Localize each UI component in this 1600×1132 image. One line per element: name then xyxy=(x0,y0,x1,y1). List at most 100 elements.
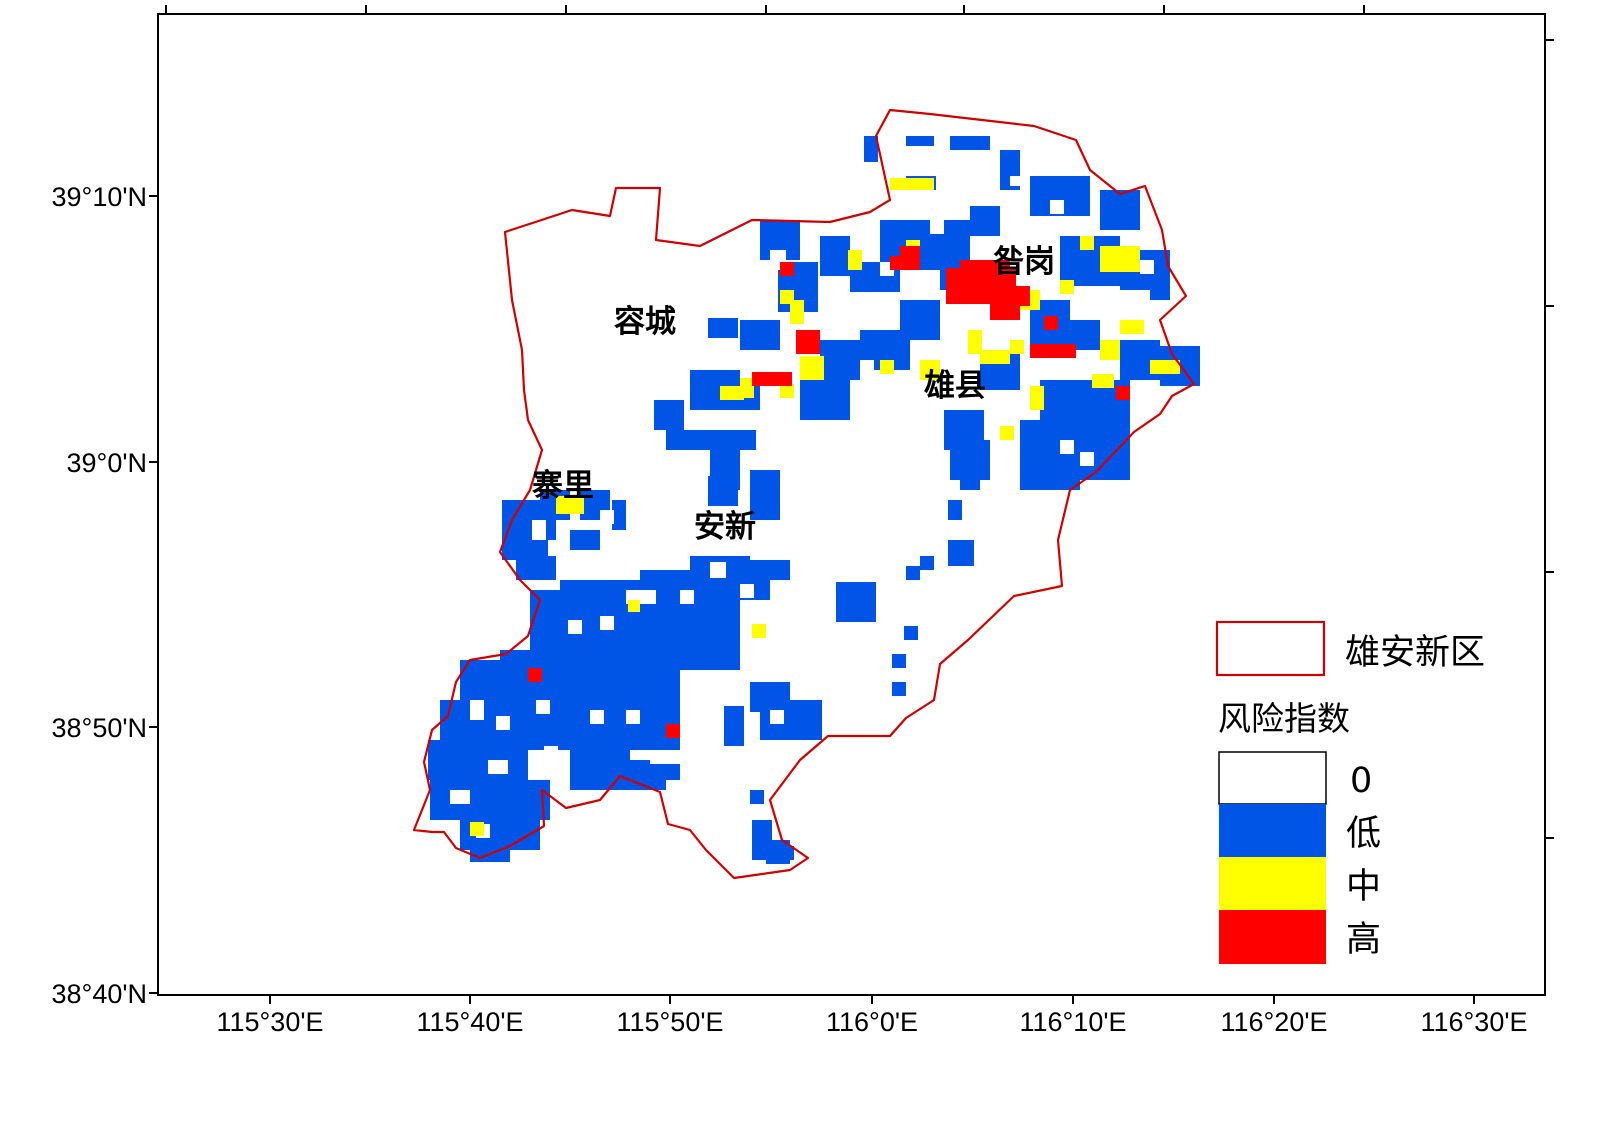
risk-cell xyxy=(430,780,550,820)
y-tick-label: 39°10'N xyxy=(51,182,147,212)
risk-cell xyxy=(496,716,510,730)
y-axis-right-ticks xyxy=(1545,39,1554,839)
risk-cell xyxy=(1044,316,1058,330)
y-tick-label: 38°40'N xyxy=(51,979,147,1009)
risk-cell xyxy=(740,584,754,598)
legend-title: 风险指数 xyxy=(1218,699,1350,738)
risk-cell xyxy=(836,582,876,622)
risk-cell xyxy=(740,560,790,580)
x-tick-label: 115°30'E xyxy=(216,1007,323,1037)
risk-cell xyxy=(906,136,934,146)
risk-cell xyxy=(626,780,666,790)
risk-cell xyxy=(800,380,850,420)
risk-cell xyxy=(1060,280,1074,294)
risk-cell xyxy=(528,668,542,682)
risk-cell xyxy=(750,470,780,520)
risk-cell xyxy=(532,520,546,540)
risk-cell xyxy=(1116,386,1130,400)
risk-cell xyxy=(470,700,484,720)
risk-cell xyxy=(864,136,878,162)
legend-swatch-mid xyxy=(1219,857,1326,910)
risk-cell xyxy=(736,356,750,370)
risk-cell xyxy=(654,400,684,430)
risk-cell xyxy=(600,616,614,630)
risk-cell xyxy=(1100,246,1140,272)
y-axis: 39°10'N 39°0'N 38°50'N 38°40'N xyxy=(51,182,158,1009)
risk-cell xyxy=(920,556,934,570)
town-label-rongcheng: 容城 xyxy=(614,304,676,340)
risk-cell xyxy=(1090,410,1130,460)
town-label-xiongxian: 雄县 xyxy=(924,368,986,404)
risk-cell xyxy=(708,476,738,506)
risk-cell xyxy=(750,790,764,804)
legend-label-low: 低 xyxy=(1346,814,1381,854)
risk-cell xyxy=(906,566,920,580)
risk-cell xyxy=(904,626,918,640)
xiongan-boundary xyxy=(412,108,1196,880)
risk-cell xyxy=(960,260,1010,276)
risk-cell xyxy=(950,136,990,150)
risk-cell xyxy=(628,600,640,612)
legend-label-high: 高 xyxy=(1346,920,1381,960)
risk-cell xyxy=(790,300,804,324)
risk-cell xyxy=(1010,176,1030,186)
risk-cell xyxy=(960,150,980,170)
risk-cell xyxy=(752,372,792,386)
risk-cell xyxy=(800,356,824,380)
risk-cell xyxy=(488,760,508,774)
risk-cell xyxy=(1000,426,1014,440)
legend-label-zero: 0 xyxy=(1350,761,1372,801)
risk-cell xyxy=(820,236,850,276)
risk-cell xyxy=(860,360,874,374)
risk-cell xyxy=(1120,320,1144,334)
risk-cell xyxy=(710,562,726,578)
risk-cell xyxy=(740,320,780,350)
x-axis: 115°30'E 115°40'E 115°50'E 116°0'E 116°1… xyxy=(216,995,1528,1037)
risk-cell xyxy=(1100,190,1140,230)
risk-cell xyxy=(780,846,794,860)
legend-swatch-high xyxy=(1219,910,1326,964)
risk-cell xyxy=(836,300,856,320)
risk-cell xyxy=(650,750,680,764)
risk-cell xyxy=(1050,200,1064,214)
risk-cell xyxy=(1030,386,1044,410)
risk-cell xyxy=(556,496,584,514)
risk-cell xyxy=(1140,260,1154,274)
risk-cell xyxy=(948,500,962,520)
legend-boundary-swatch xyxy=(1215,620,1326,677)
risk-cell xyxy=(770,710,784,724)
risk-cell xyxy=(568,620,582,634)
risk-cell xyxy=(920,360,940,380)
legend-swatch-low xyxy=(1219,804,1326,857)
town-label-zangang: 昝岗 xyxy=(993,244,1055,280)
legend-boundary-label: 雄安新区 xyxy=(1345,633,1485,673)
risk-cell xyxy=(848,250,862,270)
legend: 雄安新区 风险指数 0 低 中 高 xyxy=(1215,620,1485,964)
risk-cell xyxy=(720,386,744,400)
risk-cell xyxy=(1100,340,1120,360)
risk-cell xyxy=(900,246,920,270)
risk-cell xyxy=(820,340,860,380)
risk-cell xyxy=(1016,286,1030,306)
town-labels: 昝岗 容城 雄县 寨里 安新 xyxy=(532,244,1055,545)
risk-cell xyxy=(890,256,904,270)
town-label-zhaili: 寨里 xyxy=(532,468,594,504)
risk-cell xyxy=(968,330,982,354)
risk-cell xyxy=(1086,300,1100,314)
risk-cell xyxy=(980,350,1010,364)
risk-cell xyxy=(460,660,520,700)
risk-cell xyxy=(1150,280,1170,300)
risk-raster xyxy=(428,136,1200,864)
map-frame xyxy=(157,13,1546,996)
risk-cell xyxy=(990,300,1020,320)
risk-cell xyxy=(780,262,794,276)
risk-cell xyxy=(880,360,894,374)
risk-cell xyxy=(666,724,680,738)
x-tick-label: 116°10'E xyxy=(1019,1007,1126,1037)
risk-cell xyxy=(612,500,626,530)
risk-cell xyxy=(1080,452,1094,466)
risk-cell xyxy=(680,590,694,604)
risk-cell xyxy=(590,710,604,724)
risk-cell xyxy=(780,384,794,398)
